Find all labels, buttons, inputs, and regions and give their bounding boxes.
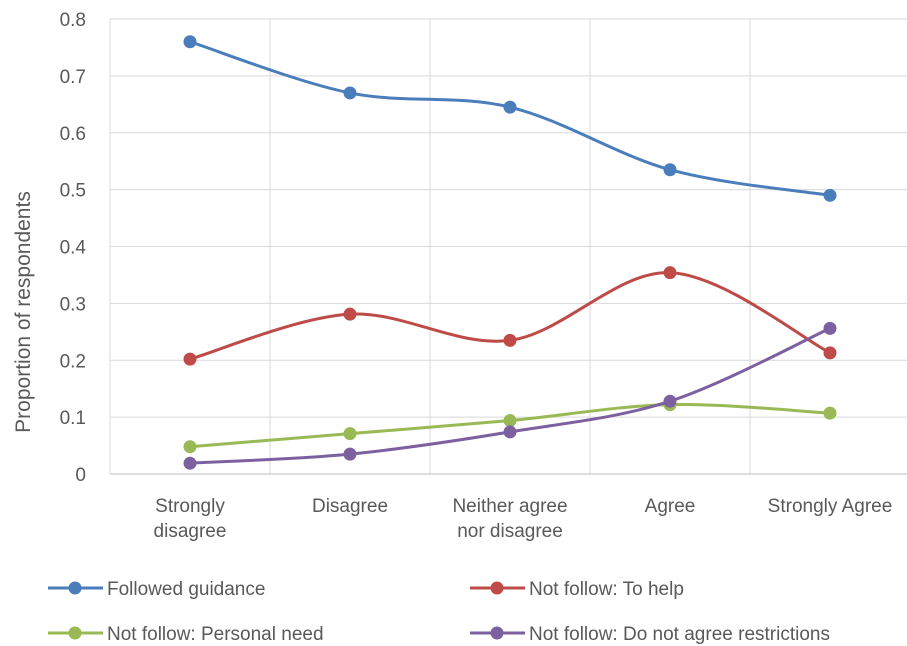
- legend-label: Followed guidance: [107, 579, 265, 600]
- data-point: [183, 352, 197, 366]
- y-tick-label: 0.5: [60, 181, 86, 202]
- x-tick-label: Strongly disagree: [154, 496, 227, 542]
- data-point: [823, 188, 837, 202]
- data-point: [663, 394, 677, 408]
- x-tick-label: Agree: [645, 496, 696, 517]
- series-line: [189, 327, 831, 465]
- data-point: [503, 425, 517, 439]
- legend-marker: [68, 626, 82, 640]
- data-point: [343, 307, 357, 321]
- series-line: [189, 40, 831, 197]
- data-point: [343, 447, 357, 461]
- data-point: [503, 100, 517, 114]
- legend-label: Not follow: To help: [529, 579, 684, 600]
- legend-label: Not follow: Do not agree restrictions: [529, 624, 830, 645]
- legend-marker: [490, 581, 504, 595]
- x-tick-label: Neither agree nor disagree: [452, 496, 567, 542]
- data-point: [503, 414, 517, 428]
- y-tick-label: 0.8: [60, 10, 86, 31]
- data-point: [183, 440, 197, 454]
- y-tick-label: 0.6: [60, 124, 86, 145]
- series-lines: [183, 35, 837, 470]
- y-tick-label: 0.1: [60, 408, 86, 429]
- legend-marker: [68, 581, 82, 595]
- y-tick-label: 0.2: [60, 351, 86, 372]
- data-point: [183, 35, 197, 49]
- data-point: [343, 427, 357, 441]
- y-tick-label: 0.3: [60, 294, 86, 315]
- x-tick-labels: Strongly disagree Disagree Neither agree nor…: [154, 496, 893, 542]
- data-point: [663, 163, 677, 177]
- y-tick-label: 0.4: [60, 238, 87, 259]
- gridlines: [109, 18, 907, 475]
- data-point: [823, 321, 837, 335]
- legend-label: Not follow: Personal need: [107, 624, 324, 645]
- data-point: [343, 86, 357, 100]
- data-point: [663, 266, 677, 280]
- y-tick-label: 0: [75, 465, 86, 486]
- legend-marker: [490, 626, 504, 640]
- data-point: [503, 333, 517, 347]
- data-point: [823, 406, 837, 420]
- y-axis-label: Proportion of respondents: [12, 191, 35, 433]
- legend: Followed guidance Not follow: To help Not …: [48, 579, 830, 645]
- x-tick-label: Disagree: [312, 496, 388, 517]
- y-tick-labels: 0 0.1 0.2 0.3 0.4 0.5 0.6 0.7 0.8: [60, 10, 87, 486]
- y-tick-label: 0.7: [60, 67, 86, 88]
- data-point: [823, 346, 837, 360]
- x-tick-label: Strongly Agree: [768, 496, 893, 517]
- data-point: [183, 456, 197, 470]
